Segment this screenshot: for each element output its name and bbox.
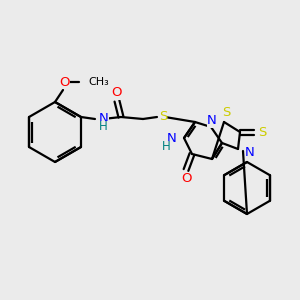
Text: N: N xyxy=(167,131,177,145)
Text: S: S xyxy=(159,110,167,124)
Text: CH₃: CH₃ xyxy=(88,77,109,87)
Text: O: O xyxy=(112,86,122,100)
Text: H: H xyxy=(99,121,108,134)
Text: N: N xyxy=(245,146,255,158)
Text: N: N xyxy=(99,112,109,125)
Text: O: O xyxy=(181,172,191,184)
Text: N: N xyxy=(207,115,217,128)
Text: S: S xyxy=(258,125,266,139)
Text: H: H xyxy=(162,140,171,154)
Text: O: O xyxy=(60,76,70,88)
Text: S: S xyxy=(222,106,230,119)
